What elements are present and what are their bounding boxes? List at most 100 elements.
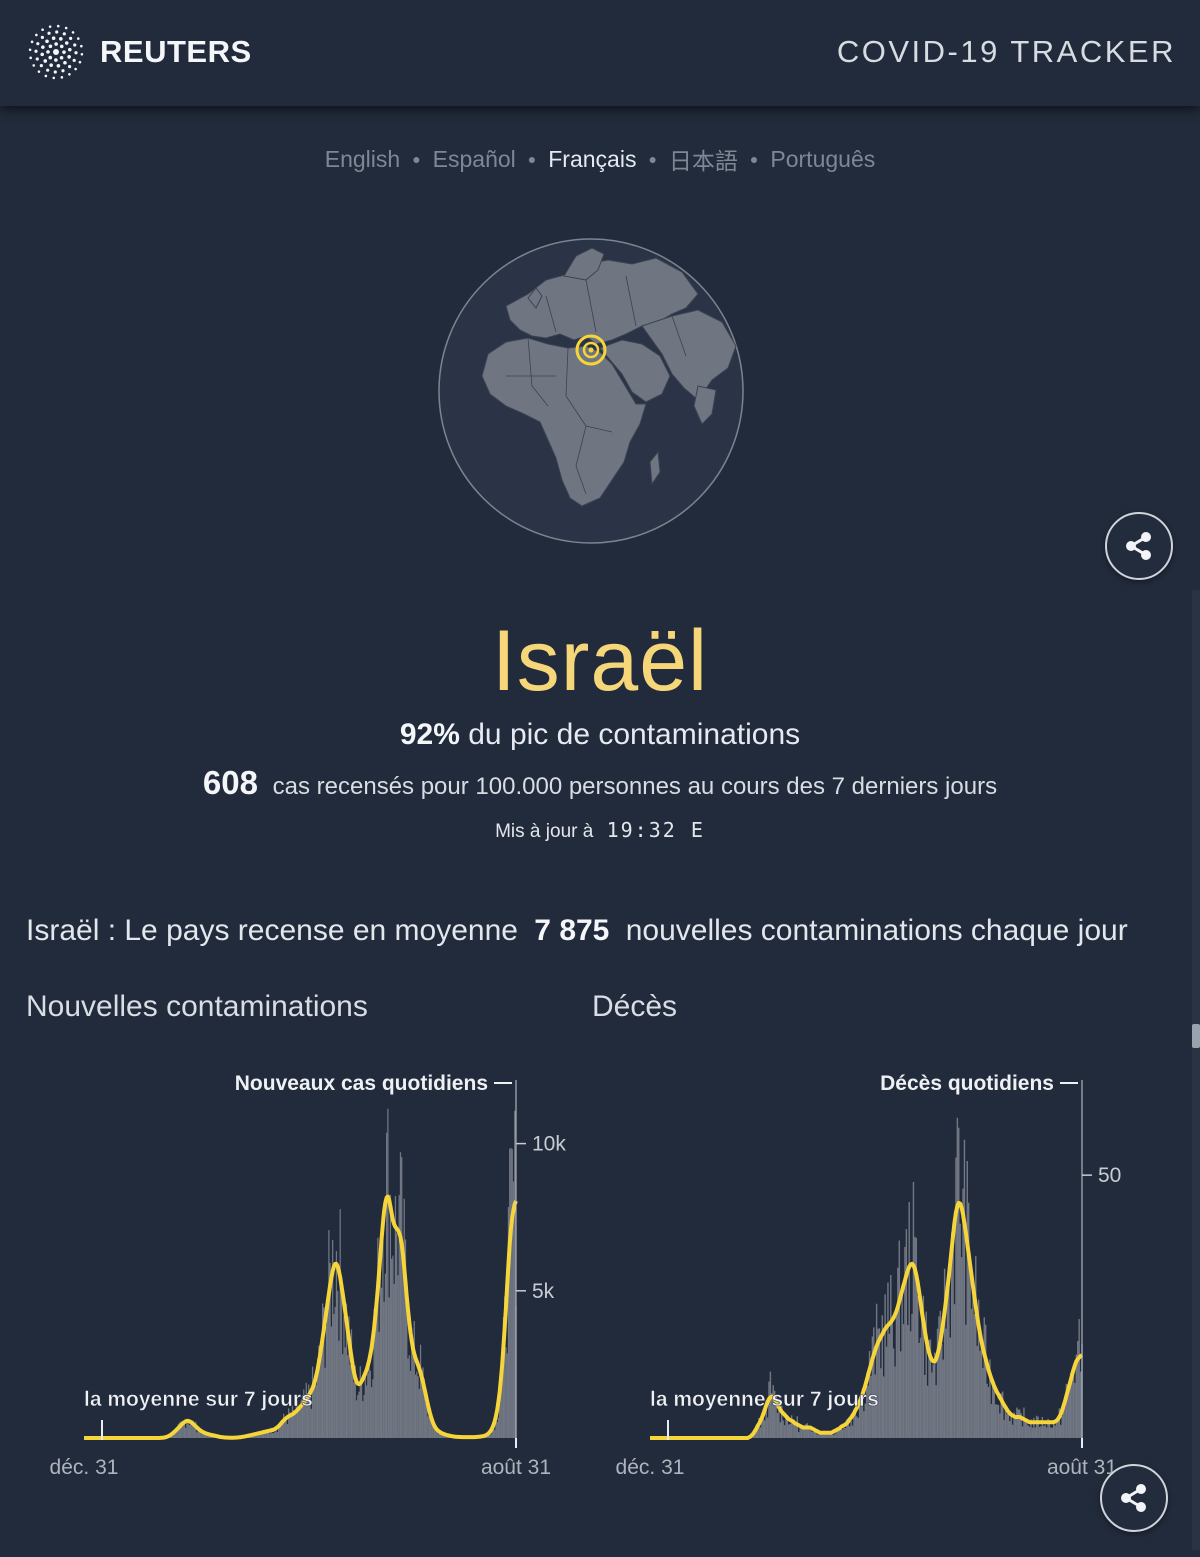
lang-english[interactable]: English [324,145,401,172]
bar [820,1432,823,1438]
bar [304,1399,306,1438]
logo-text: REUTERS [100,34,252,69]
bar [374,1324,376,1438]
bar [256,1435,258,1438]
bar [281,1421,284,1438]
bar [1023,1407,1025,1438]
bar [501,1359,503,1438]
bar [321,1303,324,1438]
y-tick-label: 50 [1098,1164,1121,1187]
bar [899,1351,902,1438]
bar [843,1427,845,1438]
bar [298,1410,300,1438]
bar [1047,1418,1049,1438]
bar [492,1427,495,1438]
bar [962,1188,964,1438]
bar [902,1324,905,1438]
bar [265,1430,267,1438]
bar [382,1241,384,1438]
bar [798,1432,800,1438]
bar [1035,1415,1038,1438]
lang-japanese[interactable]: 日本語 [668,148,738,174]
bar [334,1306,336,1438]
bar [437,1433,439,1438]
bar [851,1425,854,1438]
reuters-logo[interactable]: REUTERS [26,24,252,80]
bar [362,1401,364,1438]
bar [850,1420,852,1438]
bar [942,1359,944,1438]
scrollbar-thumb[interactable] [1192,1024,1200,1048]
bar [884,1294,886,1438]
lang-portuguese[interactable]: Português [770,145,876,172]
bar [403,1198,405,1438]
bar [396,1233,398,1438]
bar [511,1149,513,1438]
country-name: Israël [491,613,709,709]
bar [269,1433,271,1438]
lang-spanish[interactable]: Español [432,145,516,172]
bar [402,1272,404,1438]
bar [316,1358,319,1438]
bar [497,1417,500,1438]
share-button[interactable] [1105,512,1173,580]
bar [803,1425,806,1438]
bar [996,1404,998,1438]
bar [280,1424,282,1438]
bar [343,1316,345,1438]
bar [1007,1409,1010,1438]
bar [496,1421,498,1438]
cases-per-100k: 608 [202,764,258,801]
bar [422,1367,424,1438]
bar [874,1374,876,1438]
bar [301,1395,304,1438]
bar [355,1400,358,1438]
bar [436,1429,438,1438]
bar [309,1396,311,1438]
bar [329,1263,331,1438]
share-button-bottom[interactable] [1100,1464,1168,1532]
tracker-title[interactable]: COVID-19 TRACKER [836,34,1176,69]
average-series-label: la moyenne sur 7 jours [650,1388,879,1411]
bar [912,1181,915,1438]
bar [909,1331,912,1438]
bar [180,1421,182,1438]
bar [363,1394,365,1438]
bar [810,1431,813,1438]
bar [1067,1384,1069,1438]
bar [1075,1354,1078,1438]
bar [435,1428,437,1438]
bar [994,1404,997,1438]
bar [378,1331,380,1438]
bar [344,1347,346,1438]
bar [948,1266,950,1438]
bar [1054,1425,1056,1438]
bar [386,1132,388,1438]
bar [800,1427,803,1438]
bar [1024,1420,1027,1438]
bar [504,1296,506,1438]
bar [1037,1416,1039,1438]
bar [824,1432,827,1438]
bar [885,1346,888,1438]
bar [864,1403,866,1438]
bar [956,1117,959,1438]
x-end-label: août 31 [1047,1456,1117,1479]
bar [320,1351,322,1438]
bar [1079,1371,1082,1438]
bar [328,1230,330,1438]
bar [399,1152,402,1438]
bar [857,1417,859,1438]
bar [337,1290,339,1438]
bar [806,1423,808,1438]
bar [377,1237,379,1438]
bar [507,1207,510,1438]
bar [793,1424,796,1438]
bar [762,1408,765,1438]
bar [997,1405,1000,1438]
lang-french[interactable]: Français [548,145,637,172]
bar [200,1431,202,1438]
bar [955,1157,957,1438]
scrollbar-track[interactable] [1192,590,1200,1550]
bar [187,1422,189,1438]
